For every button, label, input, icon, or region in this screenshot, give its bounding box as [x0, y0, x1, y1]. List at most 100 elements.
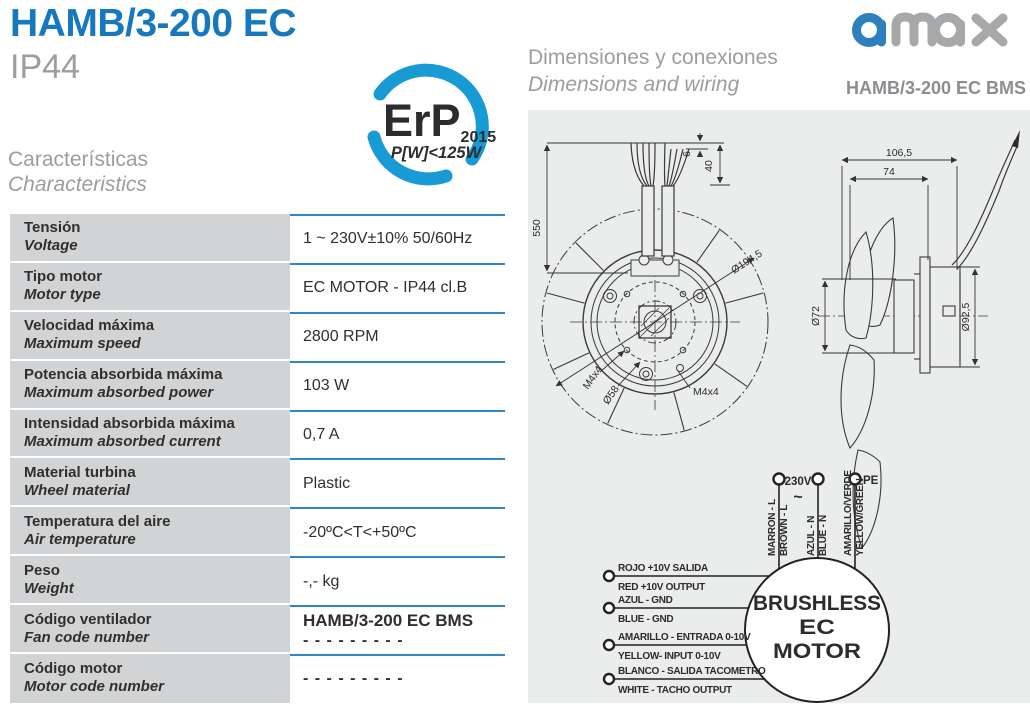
supply-wire-label: AZUL - N — [806, 516, 817, 556]
row-label-en: Motor type — [24, 286, 101, 304]
page-title: HAMB/3-200 EC — [10, 2, 297, 45]
row-label-es: Temperatura del aire — [24, 512, 171, 530]
characteristics-table: Tensión Voltage 1 ~ 230V±10% 50/60Hz Tip… — [10, 214, 505, 703]
row-label-en: Maximum absorbed current — [24, 433, 221, 450]
supply-terminal-l — [772, 472, 786, 486]
row-label-es: Peso — [24, 561, 60, 579]
table-row-max-power: Potencia absorbida máxima Maximum absorb… — [10, 360, 505, 410]
fan-side-view-drawing — [818, 130, 1020, 550]
section-heading-en: Characteristics — [8, 173, 147, 196]
side-view-dimension-labels: 106,5 74 Ø72 Ø92,5 — [810, 147, 972, 331]
row-value: 0,7 A — [303, 426, 340, 443]
pe-label: PE — [863, 475, 879, 487]
erp-year: 2015 — [461, 129, 497, 146]
table-row-voltage: Tensión Voltage 1 ~ 230V±10% 50/60Hz — [10, 214, 505, 263]
row-value: 103 W — [303, 377, 350, 395]
signal-terminal — [602, 569, 616, 583]
row-value: Plastic — [303, 474, 351, 492]
row-value: HAMB/3-200 EC BMS — [303, 610, 474, 630]
supply-wire-label: AMARILLO/VERDE — [843, 470, 854, 556]
erp-arc-bottom — [367, 130, 453, 186]
dim-hub-diameter: Ø72 — [810, 306, 822, 326]
supply-terminal-pe — [848, 472, 862, 486]
row-label-en: Weight — [24, 579, 74, 597]
dim-6: 6 — [681, 151, 693, 157]
side-view-dimensions — [821, 156, 980, 368]
supply-wire-label: MARRON - L — [767, 499, 778, 556]
dimensions-heading-es: Dimensiones y conexiones — [528, 46, 778, 69]
signal-wire-label: BLUE - GND — [618, 614, 673, 625]
row-value: -20ºC<T<+50ºC — [303, 523, 417, 541]
row-label-en: Maximum absorbed power — [24, 384, 214, 402]
row-label-en: Wheel material — [24, 481, 130, 499]
row-label-es: Tipo motor — [24, 268, 103, 286]
brand-logo — [852, 12, 1008, 47]
motor-label-3: MOTOR — [773, 640, 861, 663]
dim-40: 40 — [703, 160, 715, 172]
table-row-air-temperature: Temperatura del aire Air temperature -20… — [10, 507, 505, 557]
row-label-en: Air temperature — [24, 530, 136, 548]
table-row-motor-code: Código motor Motor code number - - - - -… — [10, 654, 505, 703]
dim-bolt-circle: Ø58 — [601, 383, 622, 406]
table-row-motor-type: Tipo motor Motor type EC MOTOR - IP44 cl… — [10, 262, 505, 312]
wiring-diagram: BRUSHLESS EC MOTOR 230V ~ PE MARRON - L … — [602, 470, 890, 703]
row-label-en: Fan code number — [24, 628, 150, 646]
technical-drawings: 550 6 40 Ø194,5 M4x4 Ø58 M4x4 — [531, 130, 1020, 703]
ac-symbol: ~ — [793, 489, 802, 506]
row-label-es: Tensión — [24, 219, 81, 237]
motor-label-1: BRUSHLESS — [753, 592, 881, 615]
section-heading-es: Características — [8, 148, 149, 171]
row-label-en: Maximum speed — [24, 335, 141, 353]
model-code-heading: HAMB/3-200 EC BMS — [845, 78, 1026, 98]
fan-front-view-drawing — [541, 142, 769, 436]
row-value: 1 ~ 230V±10% 50/60Hz — [303, 230, 473, 248]
row-label-en: Motor code number — [24, 678, 165, 696]
supply-wire-label: BROWN - L — [779, 505, 790, 556]
row-value: - - - - - - - - - — [303, 670, 404, 688]
row-value-code: - - - - - - - - - — [303, 631, 404, 649]
signal-terminal — [602, 638, 616, 652]
signal-wire-label: RED +10V OUTPUT — [618, 582, 705, 593]
signal-wire-label: BLANCO - SALIDA TACOMETRO — [618, 666, 766, 677]
erp-label: ErP2015 — [383, 95, 496, 146]
dim-total-depth: 106,5 — [886, 147, 912, 159]
motor-label-2: EC — [799, 616, 835, 639]
row-label-es: Velocidad máxima — [24, 317, 155, 335]
supply-wire-label: BLUE - N — [818, 515, 829, 556]
dim-body-depth: 74 — [883, 166, 895, 178]
front-view-dimensions — [543, 133, 755, 389]
row-value: -,- kg — [303, 572, 340, 590]
row-value: EC MOTOR - IP44 cl.B — [303, 279, 468, 297]
signal-wire-label: ROJO +10V SALIDA — [618, 563, 708, 574]
erp-power-limit: P[W]<125W — [391, 144, 483, 162]
supply-wire-label: YELLOW/GREEN — [855, 478, 866, 556]
row-label-es: Intensidad absorbida máxima — [24, 415, 235, 432]
dimensions-heading: Dimensiones y conexiones Dimensions and … — [528, 44, 778, 98]
signal-terminal — [602, 672, 616, 686]
row-label-es: Código ventilador — [24, 610, 152, 628]
signal-wire-label: AZUL - GND — [618, 595, 673, 606]
drawings-panel: 550 6 40 Ø194,5 M4x4 Ø58 M4x4 — [528, 110, 1030, 703]
table-row-weight: Peso Weight -,- kg — [10, 556, 505, 606]
row-value: 2800 RPM — [303, 328, 379, 346]
signal-wire-label: AMARILLO - ENTRADA 0-10V — [618, 632, 751, 643]
brand-letter-a-icon — [852, 13, 886, 47]
section-heading: Características Characteristics — [8, 147, 148, 197]
erp-arc-top — [373, 63, 489, 166]
motor-circle — [744, 557, 890, 703]
signal-wire-label: YELLOW- INPUT 0-10V — [618, 651, 721, 662]
row-label-es: Potencia absorbida máxima — [24, 366, 223, 384]
dim-cable-length: 550 — [531, 219, 543, 237]
dim-outer-diameter: Ø194,5 — [729, 248, 765, 277]
erp-2015-badge: ErP2015 P[W]<125W — [367, 63, 496, 186]
table-row-wheel-material: Material turbina Wheel material Plastic — [10, 458, 505, 508]
supply-terminal-n — [811, 472, 825, 486]
table-row-fan-code: Código ventilador Fan code number HAMB/3… — [10, 605, 505, 655]
row-label-es: Material turbina — [24, 463, 136, 481]
dim-screw-right: M4x4 — [693, 386, 719, 398]
dim-motor-diameter: Ø92,5 — [960, 303, 972, 332]
brand-letters-max-icon — [891, 12, 1008, 47]
table-row-max-current: Intensidad absorbida máxima Maximum abso… — [10, 409, 505, 459]
signal-terminal — [602, 601, 616, 615]
protection-rating: IP44 — [10, 48, 80, 86]
